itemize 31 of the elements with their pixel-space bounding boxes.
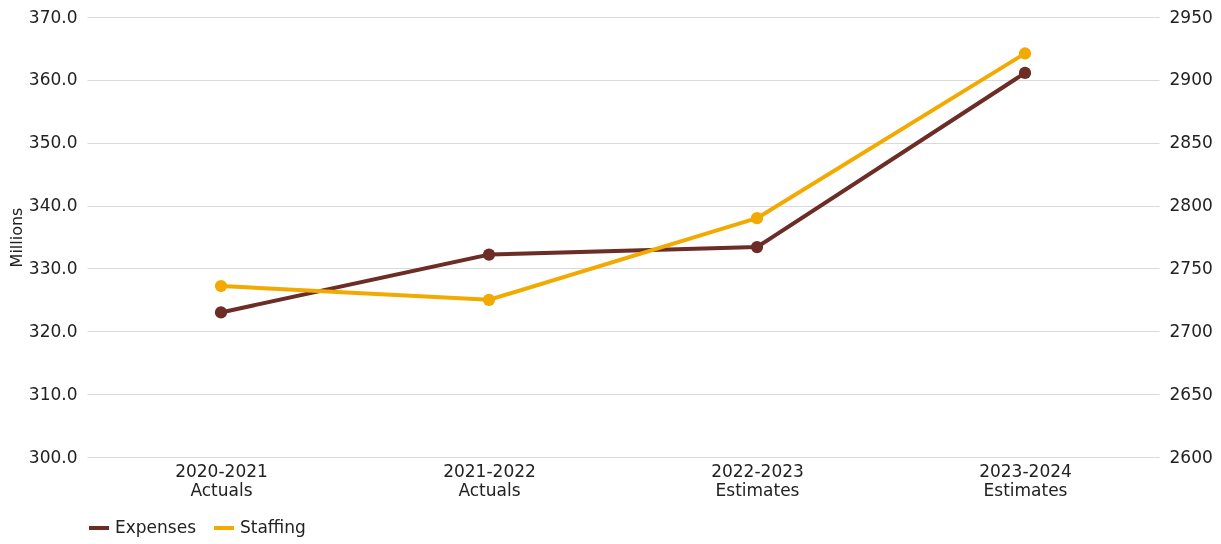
point: [214, 279, 228, 293]
point: [750, 212, 764, 225]
y2-tick-label: 2900: [1169, 69, 1213, 90]
legend-label: Staffing: [240, 517, 306, 537]
y2-tick-label: 2950: [1169, 6, 1213, 27]
y-tick-label: 310.0: [28, 383, 78, 404]
y2-tick-label: 2800: [1169, 195, 1213, 216]
point: [750, 240, 764, 254]
y2-tick-label: 2650: [1169, 383, 1213, 404]
y-tick-label: 340.0: [28, 195, 78, 216]
point: [482, 293, 496, 306]
x-tick-label: 2022-2023 Estimates: [711, 460, 804, 500]
y-tick-label: 350.0: [28, 132, 78, 153]
legend-label: Expenses: [115, 517, 197, 537]
x-tick-label: 2020-2021 Actuals: [175, 460, 268, 500]
y-axis-title: Millions: [6, 207, 26, 268]
point: [214, 306, 228, 319]
y-tick-label: 330.0: [28, 257, 78, 278]
y2-tick-label: 2600: [1169, 446, 1213, 467]
point: [1018, 66, 1032, 80]
y-tick-label: 360.0: [28, 69, 78, 90]
y2-tick-label: 2700: [1169, 320, 1213, 341]
y-tick-label: 370.0: [28, 6, 78, 27]
point: [1018, 47, 1032, 60]
y-tick-label: 320.0: [28, 320, 78, 341]
x-tick-label: 2021-2022 Actuals: [443, 460, 536, 500]
y2-tick-label: 2850: [1169, 132, 1213, 153]
y2-tick-label: 2750: [1169, 257, 1213, 278]
point: [482, 248, 496, 261]
y-tick-label: 300.0: [28, 446, 78, 467]
x-tick-label: 2023-2024 Estimates: [979, 460, 1072, 500]
